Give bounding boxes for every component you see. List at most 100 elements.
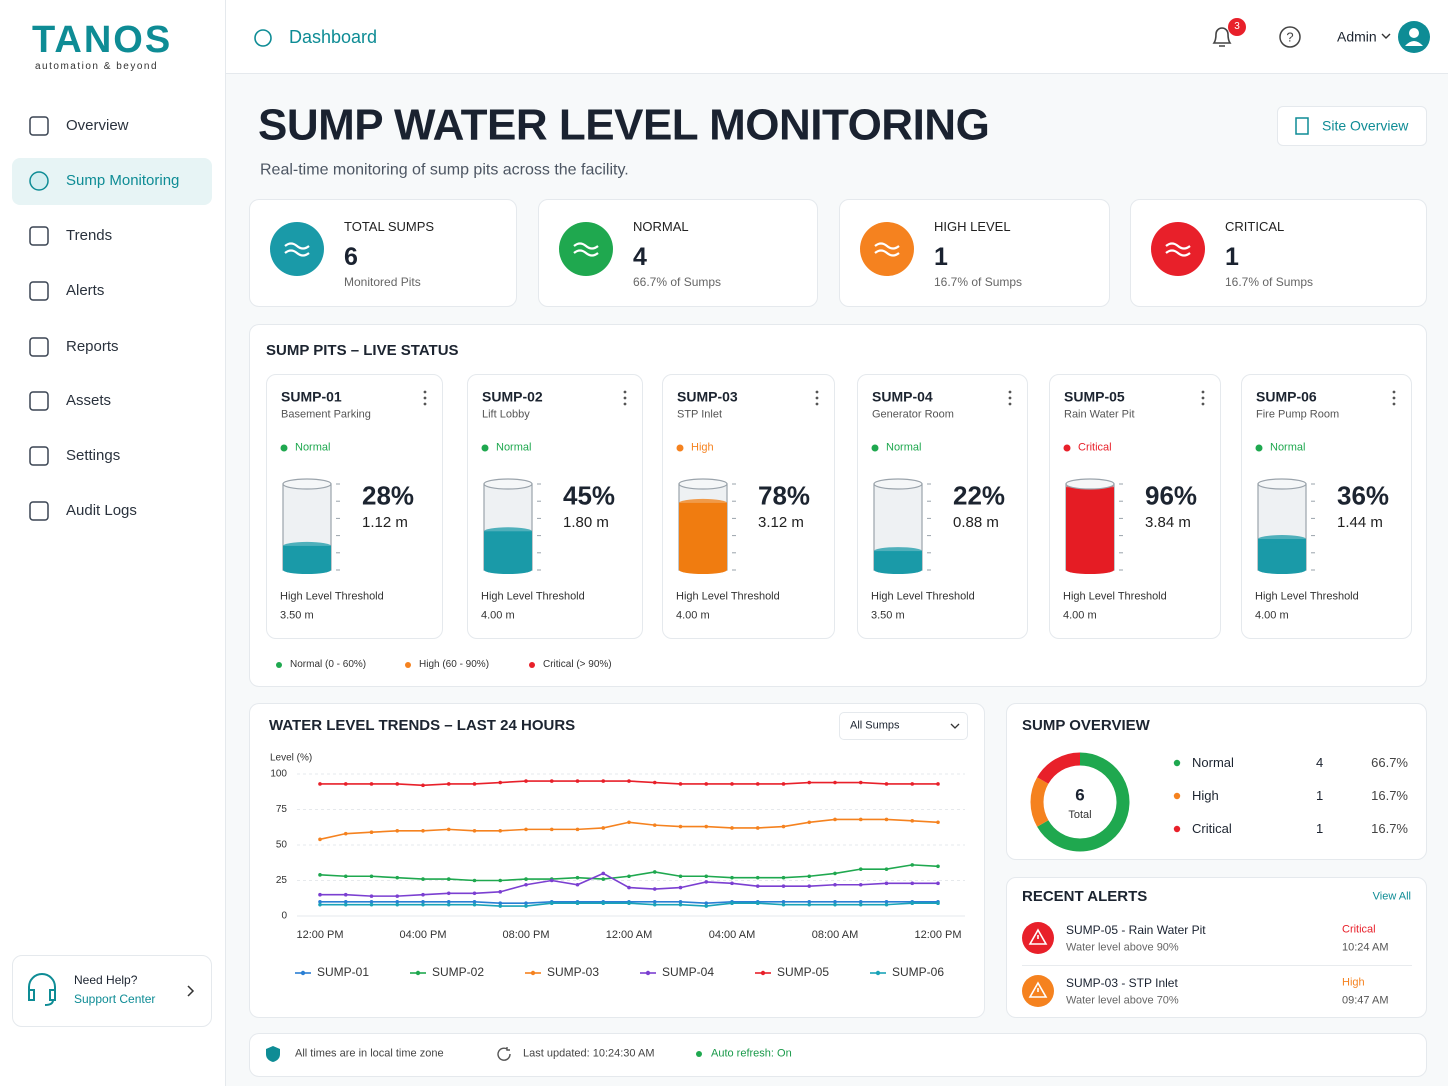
overview-count: 1 [1316,788,1324,804]
tank-bottom [484,566,532,574]
donut-segment [1030,777,1049,827]
overview-count: 4 [1316,755,1324,771]
page-title: SUMP WATER LEVEL MONITORING [258,100,990,150]
series-point [524,904,528,908]
nav-item[interactable]: Overview [66,117,129,134]
series-point [807,902,812,907]
view-all[interactable]: View All [1372,890,1411,903]
nav-item[interactable]: Settings [66,447,121,464]
kpi-label: HIGH LEVEL [934,219,1011,235]
icon-shape [254,29,272,47]
series-point [343,782,348,786]
user[interactable]: Admin [1337,28,1377,45]
footer-refresh: Auto refresh: On [711,1047,792,1060]
series-point [318,892,322,897]
series-point [601,779,606,783]
filter-label[interactable]: All Sumps [850,719,900,732]
dropdown-chevron [950,723,960,729]
series-point [884,817,889,822]
kpi-note: 16.7% of Sumps [934,274,1023,289]
overview-percent: 66.7% [1371,755,1408,771]
nav-item[interactable]: Audit Logs [66,502,137,519]
legend-swatch-dot [530,970,536,976]
alert-triangle [1028,981,1048,998]
sump-level: 96% [1145,480,1198,511]
tank [873,478,931,574]
series-point [910,901,915,906]
nav-item[interactable]: Reports [66,338,119,355]
series-point [704,904,709,908]
series-point [652,823,657,827]
series-point [884,881,889,886]
filter-dropdown[interactable] [839,712,968,740]
series-point [910,881,915,886]
sump-location: Basement Parking [281,408,371,421]
series-point [730,782,734,786]
dot [1173,825,1181,833]
series-point [936,881,940,886]
help-circle: ? [1279,26,1301,48]
series-point [575,827,580,832]
series-point [446,902,451,907]
x-tick-label: 04:00 AM [709,929,755,941]
status-dot [481,444,489,452]
nav-item[interactable]: Alerts [66,282,105,299]
kpi-glyph [874,242,900,257]
dot [1201,390,1205,394]
series-point [575,882,580,887]
nav-item[interactable]: Sump Monitoring [66,172,180,189]
alert-title: SUMP-05 - Rain Water Pit [1066,922,1206,937]
series-point [807,884,812,888]
series-point [446,782,451,786]
x-tick-label: 12:00 PM [914,929,961,941]
footer-timezone: All times are in local time zone [295,1047,444,1060]
series-line [319,864,939,882]
status-dot [871,444,879,452]
dot [1255,444,1263,452]
series-point [936,820,940,825]
series-point [524,779,528,783]
legend-dot [276,662,282,668]
series-point [755,875,760,880]
series-point [369,874,374,879]
series-point [421,877,425,881]
series-point [704,880,709,884]
y-tick-label: 100 [270,769,287,780]
help-link[interactable]: Support Center [74,991,156,1006]
alert-severity: High [1342,976,1365,989]
legend-label: SUMP-01 [317,965,369,979]
series-point [369,900,374,904]
site-overview-button[interactable] [1277,106,1427,146]
series-point [498,901,503,906]
series-point [936,864,940,869]
alert-detail: Water level above 90% [1066,941,1179,954]
tank-fill [1258,539,1306,570]
legend-label: SUMP-04 [662,965,714,979]
legend-dot [405,662,411,668]
icon-shape [29,226,49,246]
series-point [472,829,477,833]
series-point [601,871,606,876]
sump-status: Normal [886,441,922,454]
kpi-note: Monitored Pits [344,274,421,289]
alert-detail: Water level above 70% [1066,994,1179,1007]
series-point [755,884,760,888]
series-point [446,891,451,896]
nav-item[interactable]: Assets [66,392,112,409]
sump-status: Normal [1270,441,1306,454]
icon-shape [29,281,49,301]
tank [483,478,541,574]
legend-dot [529,662,535,668]
icon-shape [29,337,49,357]
user-chevron [1381,33,1391,39]
nav-item[interactable]: Trends [66,227,113,244]
footer-updated: Last updated: 10:24:30 AM [523,1047,655,1060]
tank [282,478,340,574]
series-point [858,882,863,887]
alert-triangle [1028,928,1048,945]
kpi-label: TOTAL SUMPS [344,219,435,235]
series-point [884,782,889,786]
sump-depth: 1.44 m [1337,514,1383,531]
tank-fill [679,502,727,570]
site-overview-label[interactable]: Site Overview [1322,117,1409,134]
